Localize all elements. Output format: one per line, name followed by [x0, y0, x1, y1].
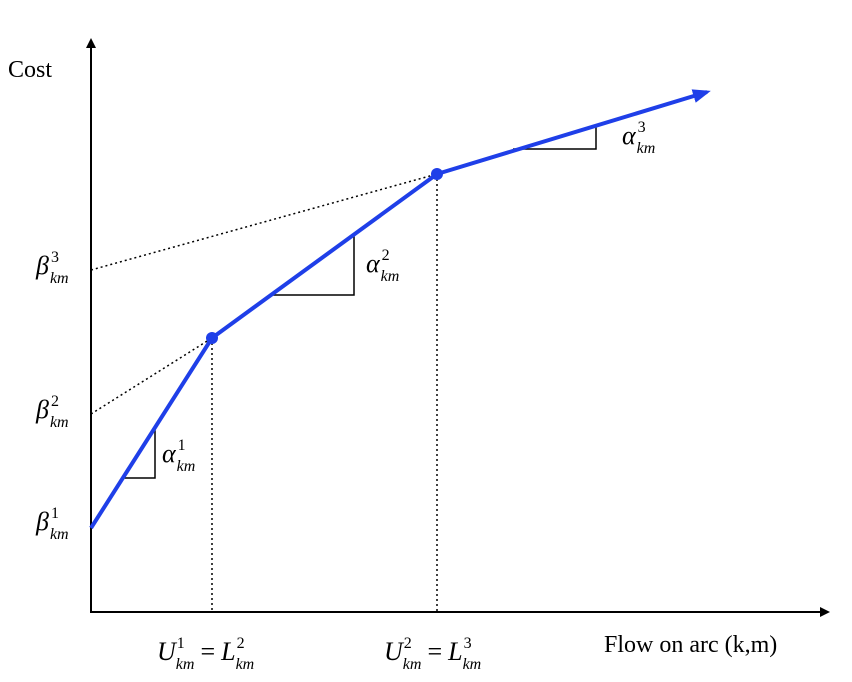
cost-curve — [89, 89, 711, 530]
slope-triangle-2 — [270, 234, 355, 296]
slope-label-2: α 2 km — [366, 247, 399, 285]
breakpoint-label-2: U2 km = L3 km — [384, 635, 481, 673]
slope-label-1: α 1 km — [162, 437, 195, 475]
breakpoint-dot-2 — [431, 168, 443, 180]
intercept-label-3: β 3 km — [35, 249, 69, 287]
breakpoint-dot-1 — [206, 332, 218, 344]
slope-label-3: α 3 km — [622, 119, 655, 157]
slope-triangle-3 — [513, 126, 597, 150]
intercept-label-1: β 1 km — [35, 505, 69, 543]
y-axis-label: Cost — [8, 57, 52, 83]
slope-triangle-1 — [124, 428, 156, 479]
extension-line-2 — [90, 337, 213, 415]
x-axis-label: Flow on arc (k,m) — [604, 632, 777, 658]
breakpoint-label-1: U1 km = L2 km — [157, 635, 254, 673]
intercept-label-2: β 2 km — [35, 393, 69, 431]
